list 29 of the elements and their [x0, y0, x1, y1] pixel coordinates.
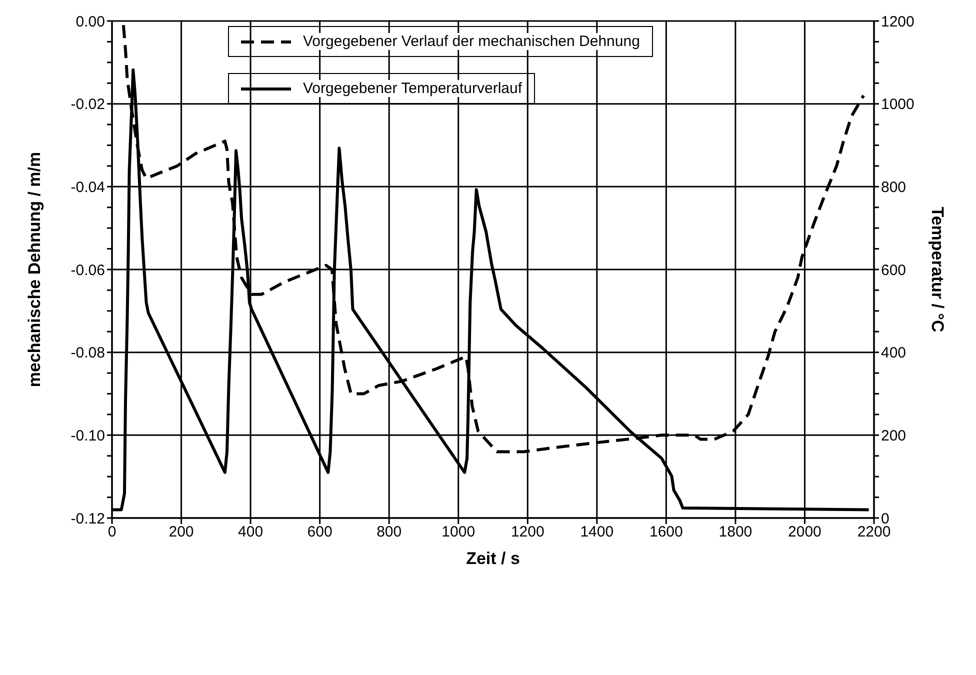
y-tick-label: -0.04 [70, 178, 105, 196]
x-tick-label: 600 [307, 524, 332, 541]
y-tick-label: -0.10 [70, 427, 105, 444]
x-tick-label: 1400 [580, 524, 614, 541]
y2-tick-label: 200 [881, 427, 906, 444]
y-tick-label: -0.12 [70, 510, 105, 528]
x-axis-title: Zeit / s [466, 549, 520, 568]
x-tick-label: 400 [238, 524, 264, 541]
x-tick-label: 800 [376, 524, 402, 541]
y2-tick-label: 1200 [881, 13, 914, 30]
y2-tick-label: 600 [881, 262, 906, 279]
y2-tick-label: 400 [881, 344, 906, 362]
legend-label: Vorgegebener Temperaturverlauf [303, 80, 522, 97]
y-tick-label: -0.08 [70, 344, 105, 362]
y-tick-label: 0.00 [76, 13, 105, 30]
y-axis-title: mechanische Dehnung / m/m [25, 152, 44, 388]
x-tick-label: 2000 [788, 524, 822, 541]
x-tick-label: 1800 [718, 524, 752, 541]
y-tick-label: -0.06 [70, 262, 105, 279]
x-tick-label: 1000 [442, 524, 476, 541]
y2-axis-title: Temperatur / °C [928, 206, 947, 332]
x-tick-label: 1600 [649, 524, 683, 541]
y-tick-label: -0.02 [70, 96, 105, 114]
x-tick-label: 0 [108, 524, 116, 541]
legend-label: Vorgegebener Verlauf der mechanischen Dehnung [303, 33, 640, 50]
x-tick-label: 1200 [510, 524, 544, 541]
y2-tick-label: 1000 [881, 96, 914, 114]
x-tick-label: 200 [168, 524, 194, 541]
y2-tick-label: 800 [881, 178, 906, 196]
